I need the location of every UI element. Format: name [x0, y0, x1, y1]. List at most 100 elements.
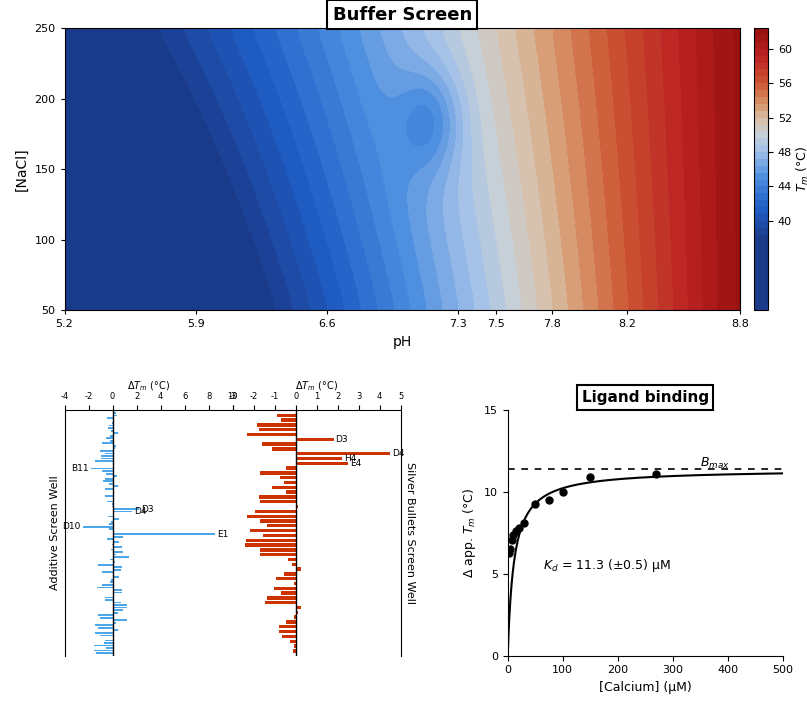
Bar: [113, 432, 118, 434]
Bar: [295, 505, 298, 508]
Bar: [250, 529, 295, 532]
Bar: [113, 577, 119, 578]
Bar: [281, 418, 295, 422]
Bar: [113, 594, 114, 596]
Bar: [291, 563, 295, 566]
Bar: [113, 612, 118, 613]
Bar: [111, 582, 113, 583]
Bar: [260, 471, 295, 474]
Bar: [295, 462, 349, 465]
Bar: [113, 622, 116, 624]
Bar: [109, 523, 113, 525]
Y-axis label: $\Delta$ app. $T_m$ (°C): $\Delta$ app. $T_m$ (°C): [462, 488, 479, 578]
Title: Additive Screen: Additive Screen: [165, 390, 300, 405]
Bar: [113, 493, 115, 495]
Bar: [247, 433, 295, 436]
Bar: [284, 572, 295, 575]
Bar: [101, 455, 113, 457]
Bar: [113, 518, 119, 520]
Bar: [105, 488, 113, 490]
Bar: [113, 534, 215, 535]
Bar: [113, 513, 115, 515]
Bar: [295, 568, 301, 571]
Bar: [113, 561, 115, 563]
Y-axis label: Additive Screen Well: Additive Screen Well: [50, 476, 61, 590]
Bar: [105, 599, 113, 601]
Bar: [113, 637, 115, 639]
Bar: [98, 587, 113, 588]
Bar: [260, 500, 295, 503]
Text: H4: H4: [344, 454, 357, 463]
Bar: [82, 526, 113, 527]
Bar: [107, 417, 113, 419]
Bar: [286, 620, 295, 624]
Bar: [94, 644, 113, 646]
Text: D10: D10: [62, 522, 80, 531]
Bar: [286, 491, 295, 493]
X-axis label: $\Delta T_m$ (°C): $\Delta T_m$ (°C): [295, 379, 338, 393]
Text: B11: B11: [71, 464, 89, 473]
Bar: [100, 450, 113, 452]
Bar: [113, 546, 122, 548]
Bar: [94, 632, 113, 634]
Bar: [257, 423, 295, 427]
Bar: [113, 412, 116, 414]
Bar: [110, 483, 113, 484]
Bar: [91, 467, 113, 470]
Bar: [260, 520, 295, 522]
Bar: [111, 579, 113, 581]
Bar: [288, 558, 295, 561]
Bar: [260, 553, 295, 556]
Bar: [109, 424, 113, 427]
Bar: [102, 443, 113, 444]
Bar: [98, 564, 113, 565]
Bar: [109, 528, 113, 530]
Bar: [113, 604, 127, 606]
Title: Ligand binding: Ligand binding: [582, 390, 709, 405]
Bar: [277, 414, 295, 417]
Bar: [103, 480, 113, 482]
Bar: [286, 467, 295, 470]
Bar: [113, 630, 119, 631]
Y-axis label: [NaCl]: [NaCl]: [15, 147, 29, 191]
Bar: [105, 639, 113, 642]
Text: D4: D4: [392, 449, 405, 458]
Text: $B_{max}$: $B_{max}$: [700, 456, 730, 471]
Bar: [104, 642, 113, 644]
Bar: [106, 473, 113, 474]
Bar: [111, 422, 113, 424]
Bar: [113, 569, 121, 570]
Bar: [108, 516, 113, 517]
Bar: [260, 548, 295, 551]
Bar: [113, 574, 115, 575]
Bar: [272, 447, 295, 450]
Bar: [106, 647, 113, 649]
Bar: [113, 556, 129, 558]
Bar: [113, 553, 116, 556]
Bar: [295, 606, 301, 609]
Bar: [113, 609, 123, 611]
Bar: [111, 430, 113, 431]
Bar: [102, 571, 113, 573]
Bar: [94, 650, 113, 651]
Bar: [113, 485, 119, 487]
Bar: [281, 591, 295, 595]
Bar: [100, 634, 113, 637]
Bar: [293, 649, 295, 653]
Bar: [246, 539, 295, 542]
Bar: [272, 486, 295, 489]
Bar: [96, 652, 113, 654]
Bar: [95, 625, 113, 626]
Bar: [267, 596, 295, 600]
Bar: [107, 501, 113, 502]
Bar: [113, 445, 115, 447]
Text: D3: D3: [336, 435, 349, 443]
Bar: [267, 524, 295, 527]
Bar: [95, 460, 113, 462]
Bar: [98, 614, 113, 616]
Title: Buffer Screen: Buffer Screen: [332, 6, 472, 24]
Bar: [113, 551, 123, 553]
Bar: [111, 548, 113, 551]
Bar: [102, 584, 113, 586]
Bar: [113, 536, 123, 538]
